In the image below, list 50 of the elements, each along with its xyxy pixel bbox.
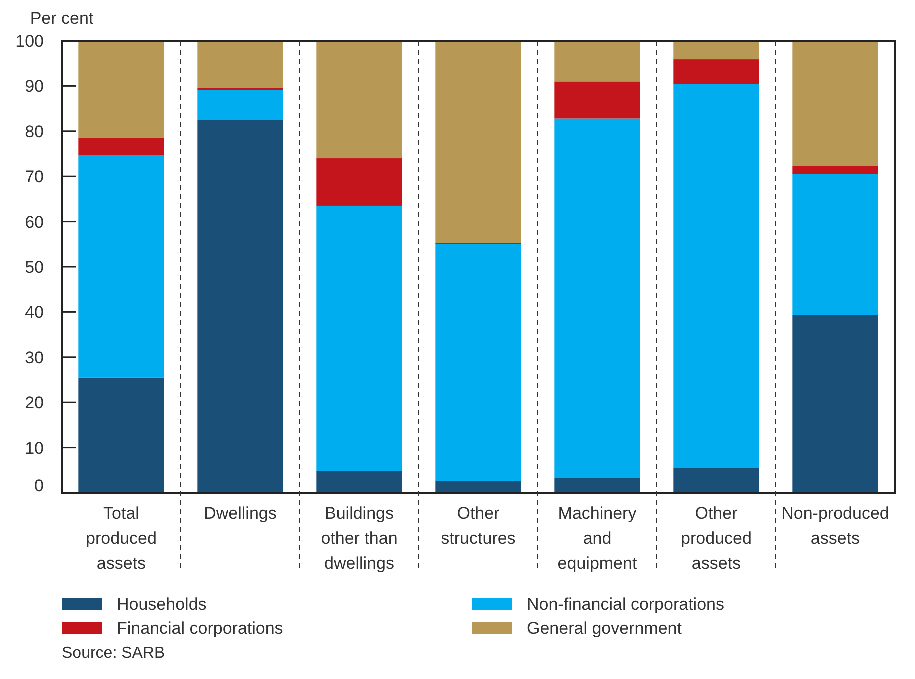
x-tick-label: Dwellings — [204, 504, 277, 523]
source-note: Source: SARB — [62, 645, 166, 662]
y-tick-label: 20 — [25, 394, 44, 413]
x-tick-label: Total produced assets — [86, 504, 157, 573]
legend-label: Financial corporations — [117, 618, 284, 638]
bar — [198, 41, 284, 88]
y-tick-label: 50 — [25, 258, 44, 277]
y-tick-label: 100 — [16, 32, 44, 51]
y-tick-label: 60 — [25, 212, 44, 232]
legend-label: Households — [117, 594, 207, 614]
y-tick-label: 30 — [25, 348, 44, 368]
bar — [78, 155, 164, 378]
x-tick-label: Other structures — [441, 504, 516, 548]
bar — [436, 41, 522, 244]
y-tick-label: 80 — [25, 122, 44, 142]
x-tick-label: Machinery and equipment — [558, 504, 638, 573]
bar — [316, 41, 402, 159]
bar — [198, 90, 284, 120]
bar — [554, 478, 640, 493]
bar — [554, 82, 640, 119]
bar — [792, 166, 878, 174]
bar — [792, 315, 878, 493]
bar — [674, 84, 760, 468]
bar — [674, 468, 760, 493]
bar — [316, 158, 402, 206]
y-tick-label: 70 — [25, 168, 44, 187]
bar — [78, 378, 164, 493]
x-tick-label: Other produced assets — [681, 504, 752, 573]
bar — [554, 118, 640, 478]
legend-label: General government — [527, 618, 682, 638]
legend-label: Non-financial corporations — [527, 594, 724, 614]
bar — [436, 481, 522, 493]
bar — [554, 41, 640, 82]
bar — [674, 41, 760, 60]
x-tick-label: Non-produced assets — [782, 504, 890, 548]
bar — [792, 41, 878, 166]
bar — [198, 120, 284, 493]
y-tick-label: 90 — [25, 77, 44, 96]
bar — [316, 206, 402, 472]
y-tick-label: 40 — [25, 303, 44, 322]
y-axis-title: Per cent — [30, 9, 94, 28]
bar — [316, 471, 402, 493]
x-tick-label: Buildings other than dwellings — [321, 504, 398, 573]
bar — [436, 244, 522, 482]
y-tick-label: 10 — [25, 438, 44, 458]
bar — [792, 174, 878, 316]
bar — [78, 138, 164, 156]
bar — [78, 41, 164, 138]
bar — [674, 60, 760, 84]
y-tick-label: 0 — [34, 476, 44, 496]
